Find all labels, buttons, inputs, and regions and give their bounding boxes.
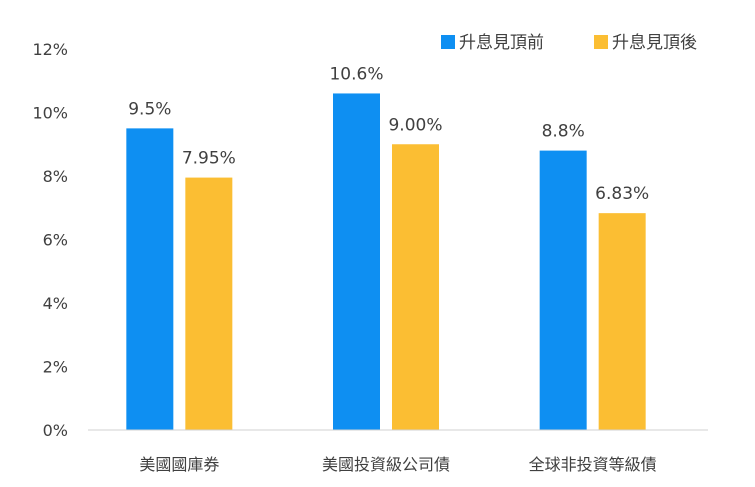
data-label: 9.5% (128, 99, 171, 119)
category-label: 美國投資級公司債 (322, 455, 450, 474)
legend-label: 升息見頂前 (459, 33, 544, 53)
category-label: 美國國庫券 (139, 455, 219, 474)
data-label: 6.83% (595, 184, 649, 204)
bar-before-0 (126, 128, 174, 430)
bar-after-1 (392, 144, 439, 430)
y-tick-label: 8% (43, 167, 68, 186)
legend-swatch (594, 35, 608, 49)
y-tick-label: 10% (32, 104, 68, 123)
x-axis: 美國國庫券 美國投資級公司債 全球非投資等級債 (88, 429, 708, 474)
bar-after-2 (598, 213, 646, 430)
data-label: 10.6% (329, 64, 383, 84)
y-axis: 0% 2% 4% 6% 8% 10% 12% (32, 40, 68, 440)
data-label: 9.00% (388, 115, 442, 135)
bar-after-0 (185, 177, 233, 430)
legend: 升息見頂前 升息見頂後 (441, 33, 697, 53)
y-tick-label: 4% (43, 294, 68, 313)
y-tick-label: 6% (43, 231, 68, 250)
category-label: 全球非投資等級債 (529, 455, 657, 474)
y-tick-label: 2% (43, 358, 68, 377)
bar-before-1 (333, 93, 380, 430)
data-label: 8.8% (542, 122, 585, 142)
bar-before-2 (539, 150, 587, 430)
bars (126, 93, 646, 430)
data-label: 7.95% (182, 149, 236, 169)
legend-swatch (441, 35, 455, 49)
legend-label: 升息見頂後 (612, 33, 697, 53)
y-tick-label: 0% (43, 421, 68, 440)
y-tick-label: 12% (32, 40, 68, 59)
data-labels: 9.5% 7.95% 10.6% 9.00% 8.8% 6.83% (128, 64, 649, 204)
